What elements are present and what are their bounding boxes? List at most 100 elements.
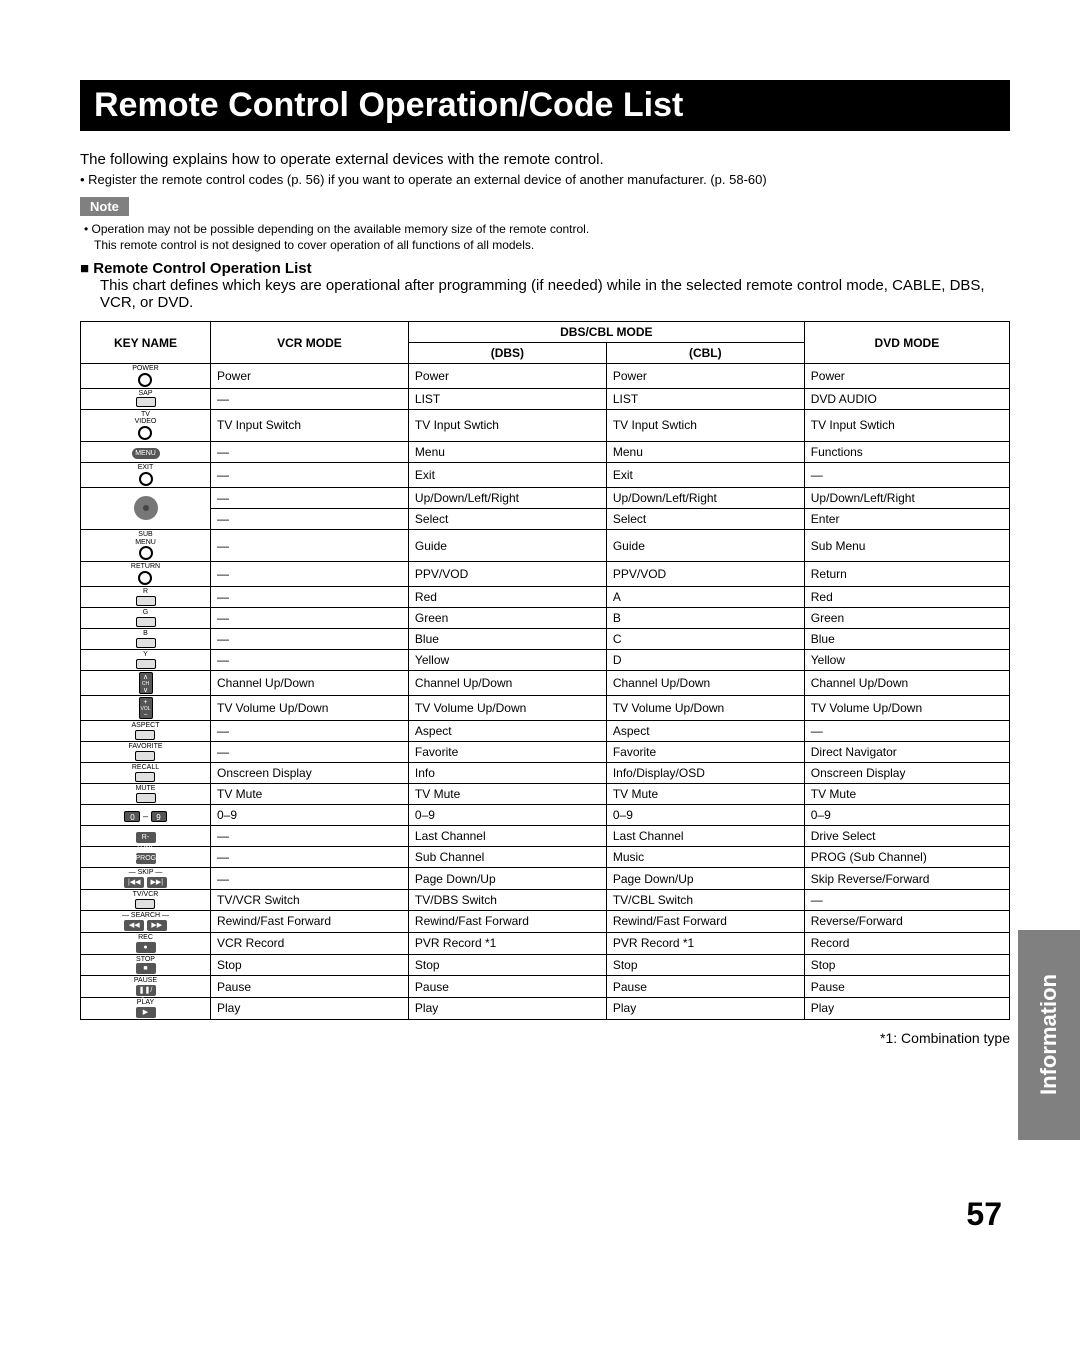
table-row: Y—YellowDYellow: [81, 650, 1010, 671]
cell-dvd: Sub Menu: [804, 529, 1009, 561]
key-icon-cell: [81, 487, 211, 529]
cell-dbs: Play: [408, 997, 606, 1019]
key-icon-cell: — SKIP —|◀◀ ▶▶|: [81, 868, 211, 890]
cell-vcr: Channel Up/Down: [211, 671, 409, 696]
key-icon-cell: G: [81, 607, 211, 628]
cell-dbs: Up/Down/Left/Right: [408, 487, 606, 508]
key-icon-cell: FAVORITE: [81, 742, 211, 763]
cell-dbs: TV Volume Up/Down: [408, 696, 606, 721]
cell-cbl: TV Mute: [606, 784, 804, 805]
key-icon-cell: 0 – 9: [81, 805, 211, 826]
key-icon-cell: ASPECT: [81, 721, 211, 742]
cell-dvd: Blue: [804, 629, 1009, 650]
cell-vcr: Play: [211, 997, 409, 1019]
key-icon: — SEARCH —◀◀ ▶▶: [122, 912, 169, 931]
key-icon: EXIT: [138, 464, 154, 486]
cell-dbs: Blue: [408, 629, 606, 650]
cell-cbl: TV Input Swtich: [606, 409, 804, 441]
cell-vcr: —: [211, 508, 409, 529]
cell-dbs: Power: [408, 364, 606, 389]
key-icon-cell: RECALL: [81, 763, 211, 784]
cell-dvd: Enter: [804, 508, 1009, 529]
cell-dvd: TV Input Swtich: [804, 409, 1009, 441]
cell-dbs: LIST: [408, 388, 606, 409]
cell-dvd: Power: [804, 364, 1009, 389]
cell-vcr: —: [211, 826, 409, 847]
note-badge: Note: [80, 197, 129, 216]
cell-cbl: PVR Record *1: [606, 932, 804, 954]
cell-dbs: PPV/VOD: [408, 562, 606, 587]
cell-dbs: Info: [408, 763, 606, 784]
cell-cbl: Pause: [606, 976, 804, 998]
key-icon-cell: — SEARCH —◀◀ ▶▶: [81, 911, 211, 933]
key-icon-cell: MENU: [81, 442, 211, 463]
table-row: +VOL−TV Volume Up/DownTV Volume Up/DownT…: [81, 696, 1010, 721]
table-row: MUTETV MuteTV MuteTV MuteTV Mute: [81, 784, 1010, 805]
cell-dbs: Favorite: [408, 742, 606, 763]
cell-dbs: TV/DBS Switch: [408, 890, 606, 911]
key-icon-cell: SAP: [81, 388, 211, 409]
key-icon-cell: R-TUNE: [81, 826, 211, 847]
cell-dvd: DVD AUDIO: [804, 388, 1009, 409]
cell-vcr: —: [211, 487, 409, 508]
key-icon: REC●: [136, 934, 156, 953]
key-icon: R: [136, 588, 156, 606]
page-title-bar: Remote Control Operation/Code List: [80, 80, 1010, 131]
table-row: PLAY▶PlayPlayPlayPlay: [81, 997, 1010, 1019]
key-icon: TV/VCR: [133, 891, 159, 909]
table-row: FAVORITE—FavoriteFavoriteDirect Navigato…: [81, 742, 1010, 763]
page-number: 57: [966, 1196, 1002, 1233]
cell-vcr: —: [211, 529, 409, 561]
cell-dbs: Guide: [408, 529, 606, 561]
cell-dvd: Stop: [804, 954, 1009, 976]
key-icon-cell: PLAY▶: [81, 997, 211, 1019]
key-icon: PROG: [136, 853, 156, 864]
table-row: — SEARCH —◀◀ ▶▶Rewind/Fast ForwardRewind…: [81, 911, 1010, 933]
cell-cbl: PPV/VOD: [606, 562, 804, 587]
cell-dbs: Red: [408, 586, 606, 607]
cell-dbs: Sub Channel: [408, 847, 606, 868]
cell-dbs: Page Down/Up: [408, 868, 606, 890]
note-2: This remote control is not designed to c…: [94, 238, 1010, 252]
cell-cbl: Guide: [606, 529, 804, 561]
key-icon: [134, 496, 158, 520]
table-row: ASPECT—AspectAspect—: [81, 721, 1010, 742]
table-row: STOP■StopStopStopStop: [81, 954, 1010, 976]
cell-dvd: Direct Navigator: [804, 742, 1009, 763]
cell-dvd: Record: [804, 932, 1009, 954]
cell-dvd: Drive Select: [804, 826, 1009, 847]
note-1: Operation may not be possible depending …: [84, 222, 1010, 236]
cell-dvd: Yellow: [804, 650, 1009, 671]
cell-vcr: Rewind/Fast Forward: [211, 911, 409, 933]
key-icon: SAP: [136, 390, 156, 408]
cell-cbl: Favorite: [606, 742, 804, 763]
key-icon-cell: POWER: [81, 364, 211, 389]
cell-dbs: Exit: [408, 463, 606, 488]
cell-vcr: Stop: [211, 954, 409, 976]
cell-cbl: A: [606, 586, 804, 607]
cell-cbl: TV Volume Up/Down: [606, 696, 804, 721]
key-icon-cell: REC●: [81, 932, 211, 954]
cell-cbl: 0–9: [606, 805, 804, 826]
key-icon: TVVIDEO: [135, 411, 157, 440]
cell-dvd: PROG (Sub Channel): [804, 847, 1009, 868]
table-row: PAUSE❚❚/❚▶PausePausePausePause: [81, 976, 1010, 998]
cell-vcr: 0–9: [211, 805, 409, 826]
cell-vcr: —: [211, 629, 409, 650]
cell-cbl: Play: [606, 997, 804, 1019]
cell-vcr: —: [211, 562, 409, 587]
table-row: TV/VCRTV/VCR SwitchTV/DBS SwitchTV/CBL S…: [81, 890, 1010, 911]
key-icon: ASPECT: [131, 722, 159, 740]
cell-dbs: Channel Up/Down: [408, 671, 606, 696]
cell-dvd: Skip Reverse/Forward: [804, 868, 1009, 890]
key-icon: B: [136, 630, 156, 648]
cell-cbl: Music: [606, 847, 804, 868]
cell-dvd: Functions: [804, 442, 1009, 463]
key-icon-cell: Y: [81, 650, 211, 671]
cell-vcr: TV/VCR Switch: [211, 890, 409, 911]
cell-dbs: 0–9: [408, 805, 606, 826]
key-icon: — SKIP —|◀◀ ▶▶|: [124, 869, 167, 888]
cell-dbs: TV Input Swtich: [408, 409, 606, 441]
key-icon: FAVORITE: [128, 743, 162, 761]
operation-table: KEY NAME VCR MODE DBS/CBL MODE DVD MODE …: [80, 321, 1010, 1020]
